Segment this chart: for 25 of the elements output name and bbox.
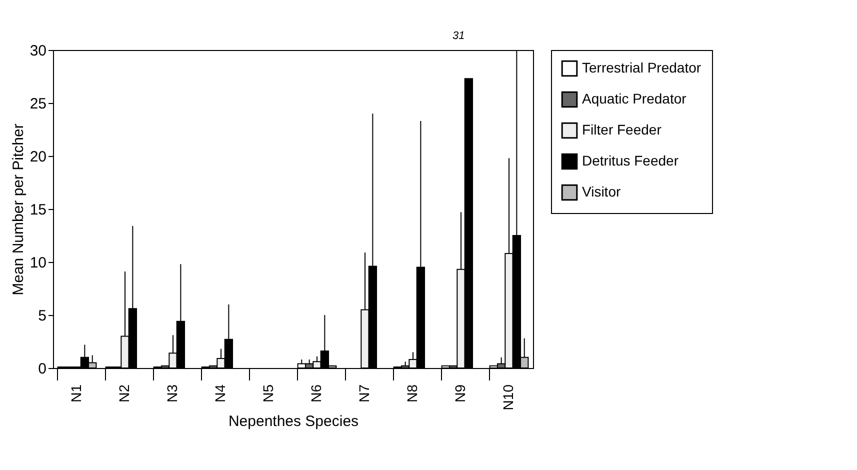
y-tick-label: 5 xyxy=(38,308,46,324)
y-axis-title: Mean Number per Pitcher xyxy=(10,124,27,296)
x-tick-label: N7 xyxy=(356,384,372,402)
legend-label: Filter Feeder xyxy=(582,122,662,138)
y-tick-label: 15 xyxy=(30,202,46,218)
text: 31 xyxy=(452,30,465,42)
legend-label: Visitor xyxy=(582,184,621,200)
y-tick-label: 20 xyxy=(30,148,46,166)
x-tick-label: N1 xyxy=(68,384,84,402)
y-tick-label: 30 xyxy=(30,42,46,60)
x-tick-label: N6 xyxy=(308,384,324,402)
y-tick-label: 10 xyxy=(30,254,46,272)
y-tick-label: 25 xyxy=(30,96,46,112)
x-tick-label: N4 xyxy=(212,384,228,402)
x-axis-title: Nepenthes Species xyxy=(228,413,359,430)
legend-label: Detritus Feeder xyxy=(582,152,679,168)
x-tick-label: N3 xyxy=(164,384,180,402)
x-tick-label: N2 xyxy=(116,384,132,402)
x-tick-label: N8 xyxy=(404,384,420,402)
x-tick-label: N5 xyxy=(260,384,276,402)
x-tick-label: N10 xyxy=(500,384,516,410)
x-tick-label: N9 xyxy=(452,384,468,402)
legend-label: Terrestrial Predator xyxy=(582,60,702,76)
legend-label: Aquatic Predator xyxy=(582,90,687,106)
y-tick-label: 0 xyxy=(38,360,46,378)
